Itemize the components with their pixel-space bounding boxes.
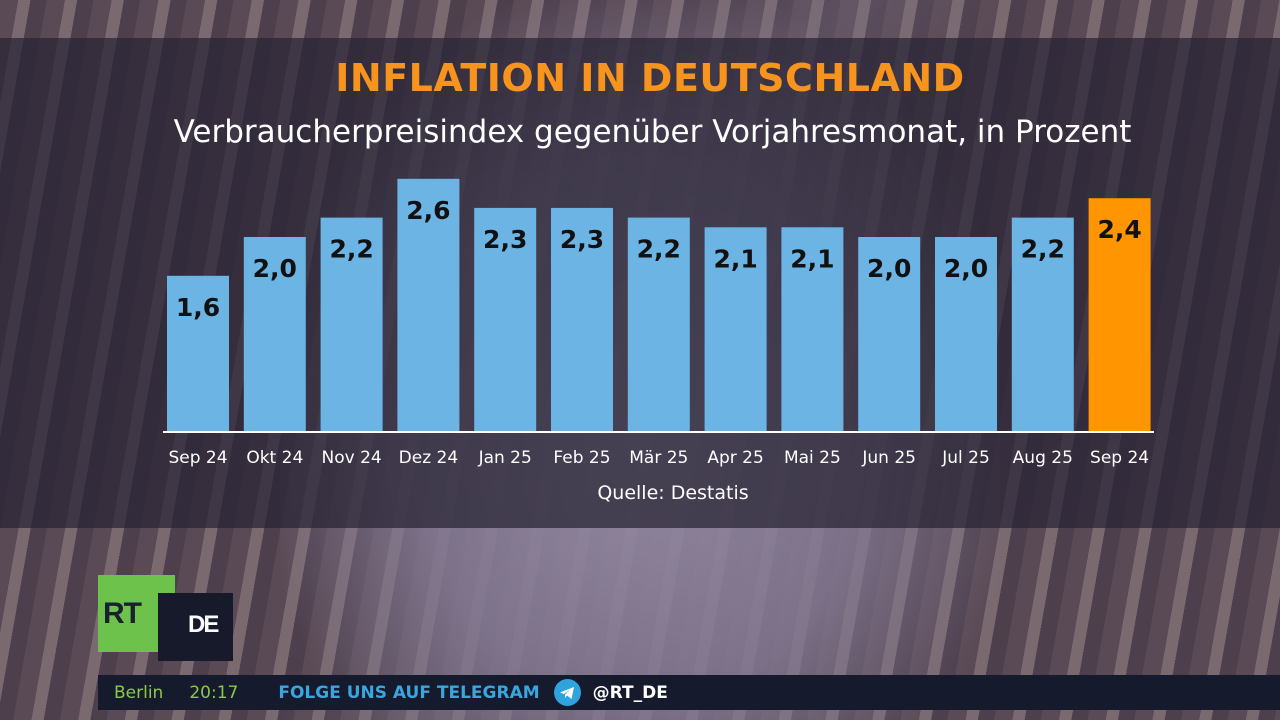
x-tick-label: Jun 25 xyxy=(861,448,916,468)
ticker-time: 20:17 xyxy=(189,682,239,703)
bar xyxy=(935,237,997,431)
bar xyxy=(1011,217,1074,431)
bar xyxy=(243,237,306,431)
ticker-message: FOLGE UNS AUF TELEGRAM xyxy=(278,682,540,703)
data-label: 2,2 xyxy=(1021,235,1065,264)
x-tick-label: Aug 25 xyxy=(1013,448,1073,468)
x-tick-label: Mai 25 xyxy=(784,448,841,468)
bar xyxy=(167,275,229,431)
data-label: 2,2 xyxy=(329,235,373,264)
data-label: 2,3 xyxy=(483,225,527,254)
chart-subtitle: Verbraucherpreisindex gegenüber Vorjahre… xyxy=(173,114,1132,150)
x-tick-label: Dez 24 xyxy=(399,448,459,468)
bar xyxy=(858,237,921,431)
x-tick-label: Mär 25 xyxy=(629,448,688,468)
bar xyxy=(320,217,383,431)
bar xyxy=(627,217,690,431)
bar xyxy=(1088,198,1151,431)
data-label: 2,1 xyxy=(713,244,757,273)
bar xyxy=(704,227,767,431)
bar xyxy=(781,227,844,431)
x-tick-label: Sep 24 xyxy=(1090,448,1149,468)
x-tick-label: Nov 24 xyxy=(321,448,381,468)
data-label: 2,4 xyxy=(1097,215,1141,244)
news-ticker: Berlin 20:17 FOLGE UNS AUF TELEGRAM @RT_… xyxy=(98,675,1280,710)
bar xyxy=(474,207,537,431)
x-tick-label: Jan 25 xyxy=(478,448,532,468)
data-label: 2,3 xyxy=(560,225,604,254)
x-tick-label: Sep 24 xyxy=(168,448,227,468)
ticker-handle: @RT_DE xyxy=(592,682,668,703)
de-logo-text: DE xyxy=(188,611,219,638)
data-label: 2,2 xyxy=(637,235,681,264)
telegram-icon xyxy=(553,679,581,706)
data-label: 2,0 xyxy=(867,254,911,283)
data-label: 1,6 xyxy=(176,293,220,322)
de-logo: DE xyxy=(158,593,233,661)
chart-source: Quelle: Destatis xyxy=(597,482,749,504)
data-label: 2,0 xyxy=(253,254,297,283)
x-tick-label: Apr 25 xyxy=(707,448,763,468)
data-label: 2,0 xyxy=(944,254,988,283)
chart-title: INFLATION IN DEUTSCHLAND xyxy=(335,56,965,100)
rt-logo-text: RT xyxy=(103,597,142,630)
x-tick-label: Okt 24 xyxy=(246,448,303,468)
x-tick-label: Feb 25 xyxy=(553,448,610,468)
data-label: 2,1 xyxy=(790,244,834,273)
data-label: 2,6 xyxy=(406,196,450,225)
bar xyxy=(551,207,613,431)
bar xyxy=(397,178,460,431)
x-tick-label: Jul 25 xyxy=(941,448,990,468)
ticker-city: Berlin xyxy=(114,682,164,703)
